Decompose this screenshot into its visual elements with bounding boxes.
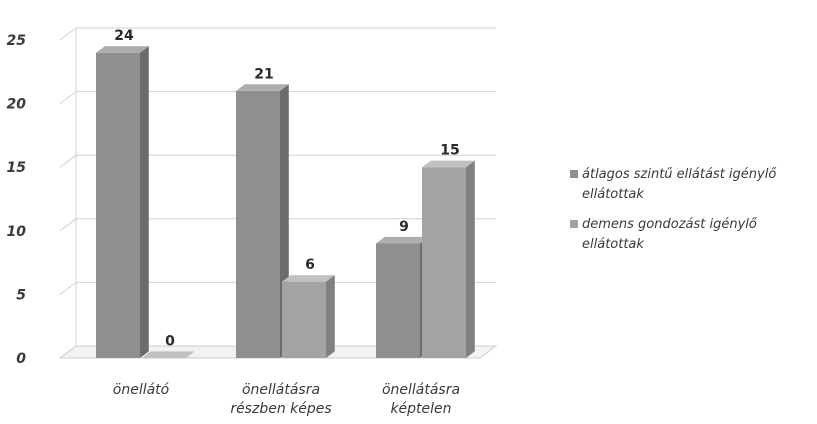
gridline-diag-3 bbox=[59, 154, 77, 168]
bar-front bbox=[236, 90, 280, 358]
x-tick-label-2: önellátásra részben képes bbox=[230, 382, 331, 417]
y-tick-label-2: 10 bbox=[7, 224, 27, 240]
gridline-diag-5 bbox=[59, 27, 77, 41]
legend: átlagos szintű ellátást igénylő ellátott… bbox=[570, 165, 815, 265]
bar-s1-c3 bbox=[376, 236, 429, 358]
bar-side bbox=[140, 46, 149, 359]
bars bbox=[96, 46, 475, 359]
y-axis: 0 5 10 15 20 25 bbox=[7, 33, 27, 367]
bar-side bbox=[466, 160, 475, 358]
bar-front bbox=[282, 281, 326, 358]
bar-top bbox=[376, 236, 429, 244]
y-tick-label-3: 15 bbox=[7, 160, 27, 176]
gridline-diag-1 bbox=[59, 281, 77, 295]
legend-label-series-2: demens gondozást igénylő ellátottak bbox=[582, 217, 757, 252]
data-label-s2-c3: 15 bbox=[440, 143, 459, 159]
y-tick-label-4: 20 bbox=[7, 97, 27, 113]
bar-s1-c2 bbox=[236, 84, 289, 358]
bar-top bbox=[96, 46, 149, 53]
gridline-diag-4 bbox=[59, 91, 77, 104]
bar-s1-c1 bbox=[96, 46, 149, 359]
x-tick-label-3: önellátásra képtelen bbox=[382, 382, 460, 417]
bar-front bbox=[96, 52, 140, 358]
legend-swatch-series-1 bbox=[570, 170, 578, 178]
bar-front bbox=[422, 167, 466, 358]
legend-item-series-2: demens gondozást igénylő ellátottak bbox=[570, 215, 815, 255]
legend-item-series-1: átlagos szintű ellátást igénylő ellátott… bbox=[570, 165, 815, 205]
bar-top bbox=[282, 275, 335, 282]
data-label-s1-c1: 24 bbox=[114, 28, 134, 44]
x-tick-label-1: önellátó bbox=[113, 382, 170, 398]
data-labels: 24 0 21 6 9 15 bbox=[114, 28, 459, 349]
bar-top bbox=[236, 84, 289, 91]
y-tick-label-1: 5 bbox=[16, 287, 26, 303]
gridline-diag-2 bbox=[59, 218, 77, 232]
y-tick-label-5: 25 bbox=[7, 33, 27, 49]
data-label-s1-c3: 9 bbox=[399, 219, 409, 235]
bar-s2-c2 bbox=[282, 275, 335, 358]
legend-label-series-1: átlagos szintű ellátást igénylő ellátott… bbox=[582, 167, 777, 202]
bar-side bbox=[326, 275, 335, 358]
data-label-s2-c2: 6 bbox=[305, 257, 315, 273]
bar-front bbox=[376, 243, 420, 358]
y-tick-label-0: 0 bbox=[16, 351, 26, 367]
bar-s2-c3 bbox=[422, 160, 475, 358]
bar-s2-c1 bbox=[142, 351, 195, 359]
bar-top bbox=[422, 160, 475, 168]
x-axis: önellátó önellátásra részben képes önellátá… bbox=[113, 382, 460, 417]
legend-swatch-series-2 bbox=[570, 220, 578, 228]
bar-top bbox=[142, 351, 195, 358]
data-label-s2-c1: 0 bbox=[165, 333, 175, 349]
data-label-s1-c2: 21 bbox=[254, 66, 273, 82]
